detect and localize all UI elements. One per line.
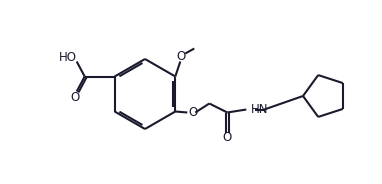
Text: O: O <box>177 50 186 63</box>
Text: HN: HN <box>251 102 268 116</box>
Text: HO: HO <box>59 51 77 64</box>
Text: O: O <box>188 106 197 119</box>
Text: O: O <box>70 91 79 104</box>
Text: O: O <box>223 131 232 144</box>
